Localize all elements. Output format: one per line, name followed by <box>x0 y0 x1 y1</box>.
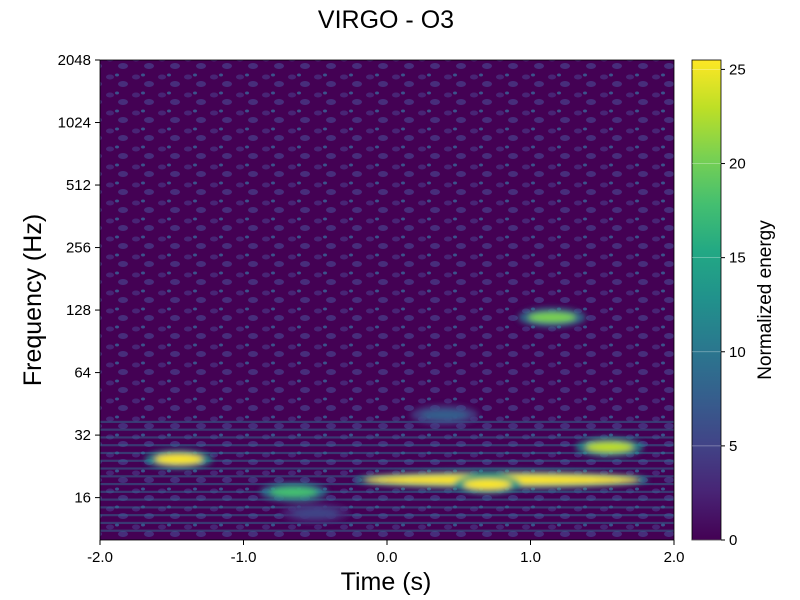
x-tick-label: 2.0 <box>664 549 685 566</box>
noise-band <box>100 490 674 493</box>
x-tick-label: -1.0 <box>231 549 257 566</box>
y-tick-label: 512 <box>66 177 91 194</box>
x-tick-label: 1.0 <box>520 549 541 566</box>
x-tick-label: -2.0 <box>87 549 113 566</box>
x-tick-label: 0.0 <box>377 549 398 566</box>
hotspot <box>528 312 577 323</box>
y-tick-label: 2048 <box>58 52 91 69</box>
colorbar-frame <box>691 59 722 541</box>
y-tick-label: 256 <box>66 240 91 257</box>
colorbar-tick-label: 0 <box>729 532 737 549</box>
hotspot <box>585 442 634 453</box>
y-tick-label: 128 <box>66 302 91 319</box>
colorbar-tick-label: 20 <box>729 156 746 173</box>
noise-band <box>100 459 674 462</box>
noise-band <box>100 428 674 431</box>
hotspot <box>154 454 203 465</box>
hotspot <box>291 507 340 518</box>
hotspot <box>269 487 318 498</box>
x-axis-label: Time (s) <box>341 568 432 596</box>
noise-band <box>100 521 674 525</box>
noise-band <box>100 529 674 532</box>
colorbar-tick-label: 15 <box>729 250 746 267</box>
y-tick-label: 1024 <box>58 115 91 132</box>
y-axis-label: Frequency (Hz) <box>19 214 47 386</box>
colorbar <box>691 59 722 541</box>
colorbar-gradient <box>692 60 721 540</box>
axis-ticks: -2.0 -1.0 0.0 1.0 2.0 16 32 64 128 256 512 1024 2048… <box>58 52 746 566</box>
noise-band <box>100 451 674 455</box>
noise-band <box>100 436 674 439</box>
chart-title: VIRGO - O3 <box>318 6 454 34</box>
colorbar-tick-label: 5 <box>729 438 737 455</box>
plot-area <box>99 59 675 541</box>
colorbar-label: Normalized energy <box>755 220 776 380</box>
noise-band <box>100 498 674 501</box>
hotspot <box>463 479 512 490</box>
colorbar-tick-label: 10 <box>729 344 746 361</box>
noise-band <box>100 444 674 447</box>
y-tick-label: 64 <box>74 365 91 382</box>
y-tick-label: 32 <box>74 427 91 444</box>
noise-band <box>100 420 674 424</box>
hotspot <box>420 409 469 420</box>
noise-band <box>100 514 674 517</box>
y-tick-label: 16 <box>74 490 91 507</box>
noise-band <box>100 467 674 470</box>
colorbar-tick-label: 25 <box>729 61 746 78</box>
noise-band <box>100 506 674 509</box>
